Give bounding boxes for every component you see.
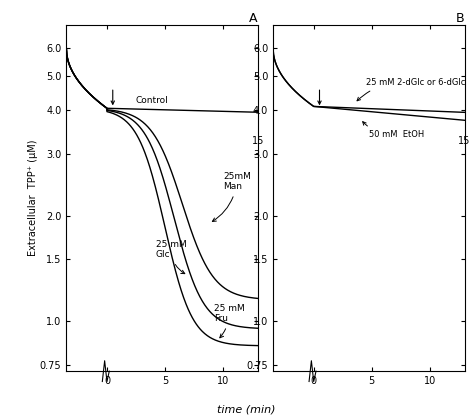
Text: 15: 15 [458, 136, 471, 146]
Text: Control: Control [136, 95, 169, 105]
Text: time (min): time (min) [217, 405, 276, 415]
Text: 15: 15 [252, 136, 264, 146]
Text: 25 mM
Fru: 25 mM Fru [214, 304, 245, 338]
Text: 25mM
Man: 25mM Man [212, 172, 251, 221]
Text: A: A [249, 12, 258, 25]
Y-axis label: Extracellular  TPP⁺ (μM): Extracellular TPP⁺ (μM) [28, 140, 38, 256]
Text: 25 mM
Glc: 25 mM Glc [155, 240, 186, 274]
Text: B: B [456, 12, 465, 25]
Text: 25 mM 2-dGlc or 6-dGlc: 25 mM 2-dGlc or 6-dGlc [357, 78, 465, 101]
Text: 50 mM  EtOH: 50 mM EtOH [363, 122, 425, 139]
